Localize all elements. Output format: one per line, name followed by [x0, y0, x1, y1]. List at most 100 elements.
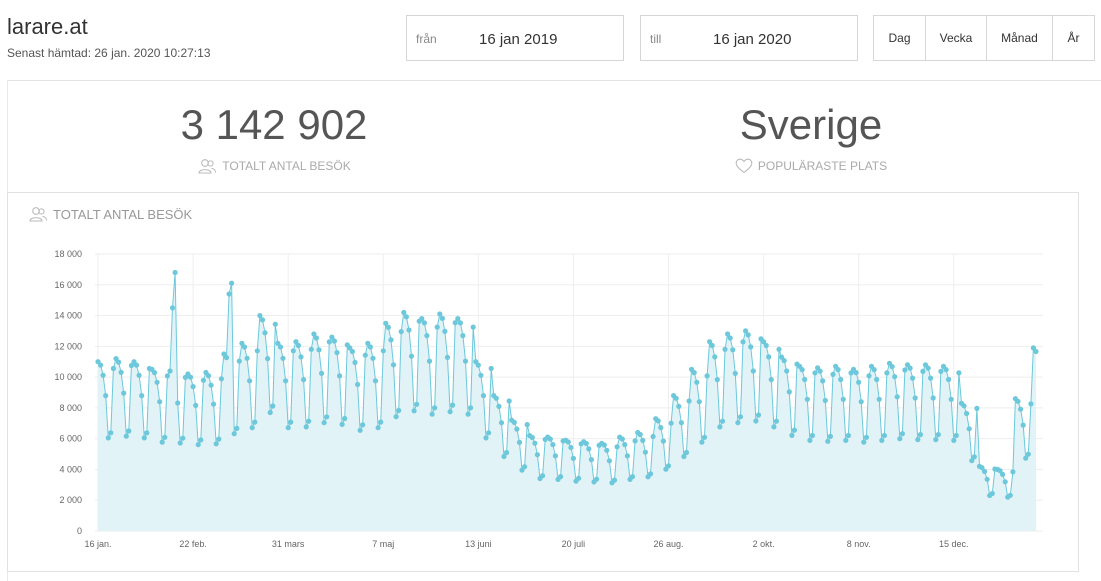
- data-point: [141, 435, 147, 441]
- data-point: [866, 373, 872, 379]
- data-point: [632, 438, 638, 444]
- data-point: [241, 344, 248, 350]
- data-point: [257, 313, 263, 319]
- date-to-value[interactable]: 16 jan 2020: [713, 31, 792, 48]
- data-point: [550, 442, 556, 448]
- data-point: [290, 348, 296, 354]
- data-point: [714, 377, 720, 383]
- granularity-month-button[interactable]: Månad: [987, 16, 1053, 60]
- total-visits-stat: 3 142 902 TOTALT ANTAL BESÖK: [124, 104, 424, 174]
- data-point: [462, 358, 469, 364]
- data-point: [956, 370, 962, 376]
- data-point: [164, 373, 170, 379]
- data-point: [419, 316, 425, 322]
- data-point: [288, 419, 294, 425]
- data-point: [696, 399, 702, 405]
- y-tick-label: 2 000: [59, 495, 82, 505]
- data-point: [622, 442, 628, 448]
- data-point: [907, 365, 913, 371]
- data-point: [357, 427, 363, 433]
- data-point: [732, 370, 738, 376]
- date-from-label: från: [416, 32, 437, 46]
- data-point: [452, 320, 458, 326]
- data-point: [655, 418, 661, 424]
- data-point: [917, 432, 924, 438]
- data-point: [321, 420, 327, 426]
- data-point: [935, 432, 941, 438]
- data-point: [979, 465, 985, 471]
- data-point: [324, 414, 330, 420]
- data-point: [195, 442, 201, 448]
- data-point: [411, 408, 417, 414]
- x-tick-label: 20 juli: [562, 539, 586, 549]
- data-point: [799, 367, 805, 373]
- data-point: [928, 375, 934, 381]
- data-point: [403, 314, 409, 320]
- y-tick-label: 6 000: [59, 434, 82, 444]
- data-point: [293, 339, 299, 345]
- data-point: [665, 463, 672, 469]
- data-point: [193, 402, 199, 408]
- data-point: [614, 444, 620, 450]
- data-point: [172, 269, 178, 276]
- data-point: [169, 305, 176, 311]
- data-point: [789, 432, 795, 438]
- data-point: [825, 438, 831, 444]
- data-point: [393, 414, 399, 420]
- data-point: [347, 345, 353, 351]
- data-point: [326, 339, 332, 345]
- data-point: [205, 373, 212, 379]
- data-point: [511, 419, 517, 425]
- data-point: [432, 405, 438, 411]
- last-fetched-text: Senast hämtad: 26 jan. 2020 10:27:13: [7, 46, 211, 60]
- date-from-value[interactable]: 16 jan 2019: [479, 31, 558, 48]
- data-point: [856, 379, 862, 385]
- granularity-week-button[interactable]: Vecka: [926, 16, 987, 60]
- data-point: [1007, 492, 1013, 498]
- date-to-field[interactable]: till 16 jan 2020: [640, 15, 858, 61]
- data-point: [121, 390, 127, 396]
- data-point: [910, 375, 916, 381]
- data-point: [691, 370, 697, 376]
- data-point: [606, 458, 613, 464]
- data-point: [565, 439, 571, 445]
- data-point: [948, 396, 954, 402]
- data-point: [504, 449, 510, 456]
- data-point: [686, 398, 692, 404]
- data-point: [1023, 455, 1029, 461]
- data-point: [830, 371, 836, 377]
- data-point: [216, 436, 222, 442]
- granularity-year-button[interactable]: År: [1067, 31, 1080, 45]
- data-point: [650, 433, 656, 440]
- data-point: [406, 327, 412, 333]
- popular-place-stat: Sverige POPULÄRASTE PLATS: [661, 104, 961, 174]
- visits-area-chart: 0 2 000 4 000 6 000 8 000 10 000 12 000 14 000 1…: [54, 249, 1043, 549]
- data-point: [313, 335, 319, 341]
- data-point: [576, 475, 582, 481]
- data-point: [642, 449, 649, 455]
- data-point: [588, 457, 595, 463]
- data-point: [753, 418, 759, 424]
- data-point: [334, 350, 340, 356]
- data-point: [244, 355, 250, 361]
- data-point: [455, 316, 461, 322]
- data-point: [894, 394, 900, 400]
- data-point: [737, 414, 744, 420]
- data-point: [486, 430, 492, 436]
- data-point: [534, 452, 541, 458]
- data-point: [229, 280, 235, 286]
- chart-title: TOTALT ANTAL BESÖK: [53, 206, 193, 222]
- users-icon: [198, 159, 217, 174]
- data-point: [133, 362, 140, 368]
- data-point: [892, 374, 898, 380]
- data-point: [637, 431, 643, 438]
- data-point: [807, 437, 813, 443]
- series-area: [98, 272, 1036, 531]
- granularity-selector: Dag Vecka Månad År: [873, 15, 1095, 61]
- data-point: [488, 365, 494, 372]
- granularity-day-button[interactable]: Dag: [874, 16, 926, 60]
- date-from-field[interactable]: från 16 jan 2019: [406, 15, 624, 61]
- x-tick-label: 26 aug.: [653, 539, 683, 549]
- data-point: [239, 340, 245, 346]
- data-point: [861, 439, 867, 445]
